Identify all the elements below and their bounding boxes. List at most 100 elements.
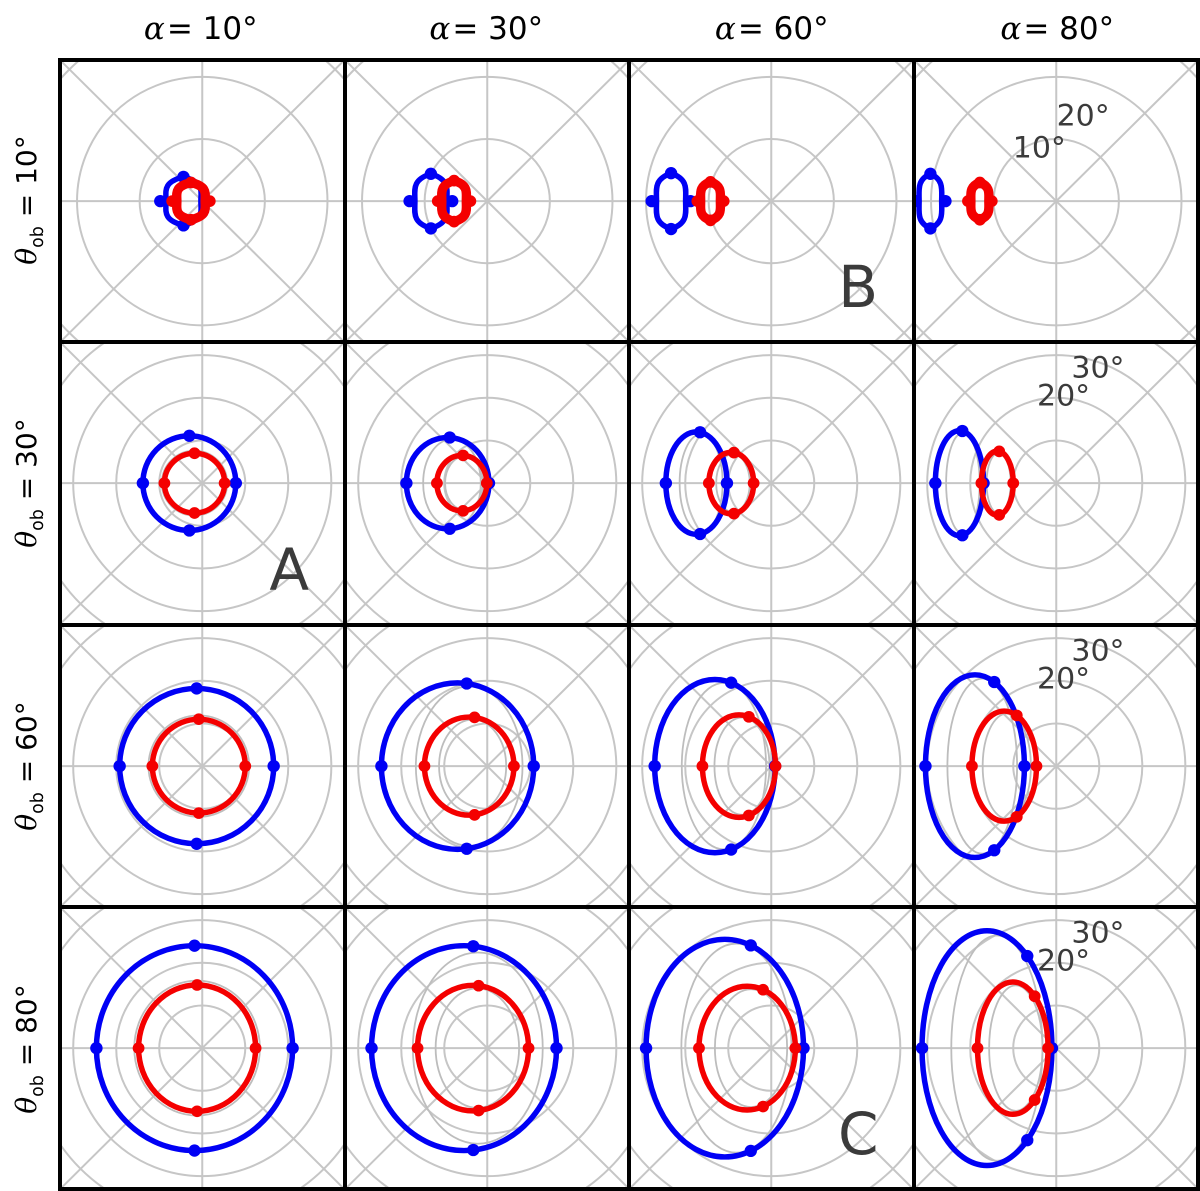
panel-svg-r4c1 [62, 908, 343, 1187]
red-ring-marker [1041, 1042, 1054, 1054]
theta-subscript: ob [27, 792, 48, 814]
grid-spoke-diagonal [915, 62, 1196, 341]
radius-label: 30° [1071, 351, 1124, 386]
red-ring-marker [507, 759, 520, 772]
red-ring [702, 447, 760, 520]
radius-label: 30° [1071, 633, 1124, 668]
polar-grid [346, 626, 627, 905]
radius-label: 20° [1036, 943, 1089, 978]
row-header-theta-10: θob = 10° [0, 58, 58, 341]
panel-r4c3: C [631, 908, 912, 1187]
theta-symbol: θ [10, 1097, 44, 1115]
blue-ring-marker [399, 477, 413, 490]
blue-ring-marker [445, 194, 458, 208]
red-ring [431, 174, 476, 228]
blue-ring-marker [1017, 759, 1031, 772]
row-header-theta-60: θob = 60° [0, 625, 58, 908]
red-ring-marker [218, 477, 231, 490]
red-ring [411, 979, 534, 1117]
red-ring-marker [166, 195, 179, 207]
panel-svg-r1c3 [631, 62, 912, 341]
row-headers: θob = 10° θob = 30° θob = 60° θob = 80° [0, 58, 58, 1191]
blue-ring-marker [424, 222, 437, 235]
blue-ring [915, 167, 952, 235]
theta-symbol: θ [10, 530, 44, 548]
red-ring-marker [203, 195, 216, 207]
red-ring-marker [1010, 810, 1023, 823]
grid-spoke-diagonal [346, 626, 627, 905]
red-ring-marker [430, 477, 443, 490]
col-header-value: = 60° [737, 11, 829, 47]
red-ring-marker [973, 213, 986, 226]
blue-ring-marker [154, 194, 167, 208]
red-ring-marker [239, 759, 252, 772]
panel-r4c2 [346, 908, 627, 1187]
blue-ring-marker [90, 1041, 103, 1055]
red-ring-marker [1030, 759, 1042, 772]
blue-ring-marker [443, 522, 456, 536]
blue-ring-marker [938, 194, 952, 208]
theta-symbol: θ [10, 813, 44, 831]
grid-spoke-diagonal [631, 344, 912, 623]
red-ring-marker [742, 710, 755, 723]
theta-symbol: θ [10, 247, 44, 265]
red-ring-marker [472, 1104, 484, 1117]
red-ring-marker [522, 1042, 534, 1054]
grid-spoke-diagonal [346, 908, 627, 1187]
red-ring-marker [456, 449, 469, 462]
blue-ring-marker [664, 222, 678, 236]
red-ring-marker [480, 477, 493, 490]
theta-subscript: ob [27, 1075, 48, 1098]
blue-ring-marker [645, 194, 658, 208]
blue-ring [402, 167, 458, 235]
alpha-symbol: α [1000, 11, 1022, 47]
col-header-alpha-60: α = 60° [629, 0, 915, 58]
red-ring-marker [146, 759, 159, 772]
panel-r2c1: A [62, 344, 343, 623]
panel-r3c1 [62, 626, 343, 905]
red-ring-marker [965, 759, 978, 772]
blue-ring [364, 939, 563, 1156]
red-ring-marker [185, 176, 197, 189]
panel-svg-r3c1 [62, 626, 343, 905]
red-ring-marker [191, 1105, 203, 1117]
red-ring-marker [985, 195, 998, 207]
grid-spoke-diagonal [62, 908, 343, 1187]
red-ring [146, 712, 252, 819]
red-ring-marker [728, 447, 740, 459]
blue-ring-marker [183, 429, 196, 443]
blue-ring-marker [987, 675, 1000, 688]
red-ring-marker [992, 445, 1005, 458]
panel-svg-r1c1 [62, 62, 343, 341]
radius-label: 10° [1012, 131, 1065, 166]
alpha-symbol: α [429, 11, 451, 47]
red-ring-marker [1028, 1093, 1041, 1106]
blue-ring-marker [113, 759, 126, 772]
blue-ring-marker [267, 759, 280, 772]
panel-r3c4: 20° 30° [915, 626, 1196, 905]
red-ring-marker [132, 1042, 145, 1054]
row-header-theta-80: θob = 80° [0, 908, 58, 1191]
red-ring-marker [1006, 477, 1019, 490]
panel-svg-r2c1 [62, 344, 343, 623]
polar-grid [346, 62, 627, 341]
alpha-symbol: α [143, 11, 165, 47]
panel-svg-r3c2 [346, 626, 627, 905]
polar-grid [62, 908, 343, 1187]
blue-ring-marker [286, 1041, 299, 1055]
grid-spoke-diagonal [915, 344, 1196, 623]
red-ring-marker [789, 1042, 802, 1054]
panel-r1c2 [346, 62, 627, 341]
panel-r1c1 [62, 62, 343, 341]
red-ring-marker [696, 759, 709, 772]
blue-ring-marker [797, 1041, 810, 1055]
panel-svg-r1c4: 10°20° [915, 62, 1196, 341]
red-ring [971, 978, 1054, 1117]
theta-subscript: ob [27, 225, 48, 248]
blue-ring-marker [720, 477, 734, 490]
red-ring-marker [188, 507, 201, 520]
red-ring-marker [447, 215, 460, 228]
panel-svg-r3c4: 20°30° [915, 626, 1196, 905]
panel-r3c2 [346, 626, 627, 905]
polar-grid [915, 344, 1196, 623]
